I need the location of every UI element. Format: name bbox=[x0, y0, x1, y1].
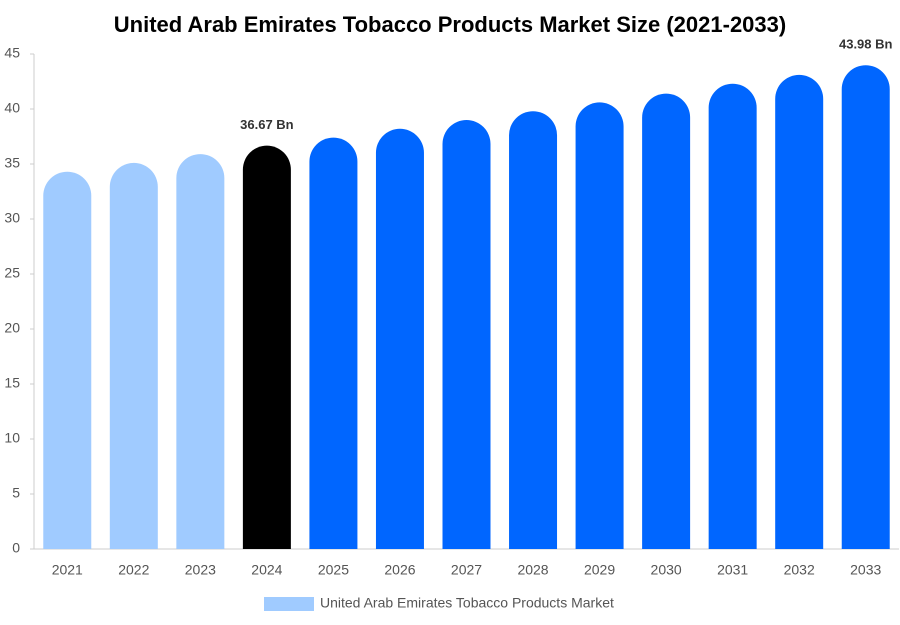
bar bbox=[43, 171, 92, 549]
bar bbox=[775, 74, 824, 550]
y-tick-label: 20 bbox=[4, 320, 20, 336]
y-tick-label: 30 bbox=[4, 210, 20, 226]
legend-label: United Arab Emirates Tobacco Products Ma… bbox=[320, 595, 614, 611]
y-tick-label: 25 bbox=[4, 265, 20, 281]
y-tick-label: 40 bbox=[4, 100, 20, 116]
bar bbox=[375, 128, 424, 550]
chart-title: United Arab Emirates Tobacco Products Ma… bbox=[114, 12, 786, 37]
x-tick-label: 2022 bbox=[118, 562, 149, 578]
x-tick-label: 2024 bbox=[251, 562, 282, 578]
y-tick-label: 0 bbox=[12, 540, 20, 556]
y-tick-label: 45 bbox=[4, 45, 20, 61]
x-tick-label: 2028 bbox=[517, 562, 548, 578]
y-tick-label: 5 bbox=[12, 485, 20, 501]
legend-swatch bbox=[264, 597, 314, 611]
value-label: 43.98 Bn bbox=[839, 37, 893, 52]
y-tick-label: 10 bbox=[4, 430, 20, 446]
y-tick-label: 35 bbox=[4, 155, 20, 171]
bar bbox=[242, 145, 291, 549]
bar bbox=[509, 111, 558, 549]
bar bbox=[575, 102, 624, 549]
x-tick-label: 2030 bbox=[651, 562, 682, 578]
x-tick-label: 2025 bbox=[318, 562, 349, 578]
bar bbox=[176, 154, 225, 549]
x-tick-label: 2033 bbox=[850, 562, 881, 578]
x-tick-label: 2023 bbox=[185, 562, 216, 578]
bar bbox=[309, 137, 358, 549]
x-tick-label: 2031 bbox=[717, 562, 748, 578]
value-label: 36.67 Bn bbox=[240, 117, 294, 132]
bar bbox=[642, 93, 691, 549]
x-tick-label: 2021 bbox=[52, 562, 83, 578]
bar bbox=[708, 83, 757, 549]
x-tick-label: 2026 bbox=[384, 562, 415, 578]
x-tick-label: 2027 bbox=[451, 562, 482, 578]
x-tick-label: 2029 bbox=[584, 562, 615, 578]
bar bbox=[109, 162, 158, 549]
y-tick-label: 15 bbox=[4, 375, 20, 391]
bar bbox=[841, 65, 890, 549]
bar bbox=[442, 120, 491, 549]
x-tick-label: 2032 bbox=[784, 562, 815, 578]
